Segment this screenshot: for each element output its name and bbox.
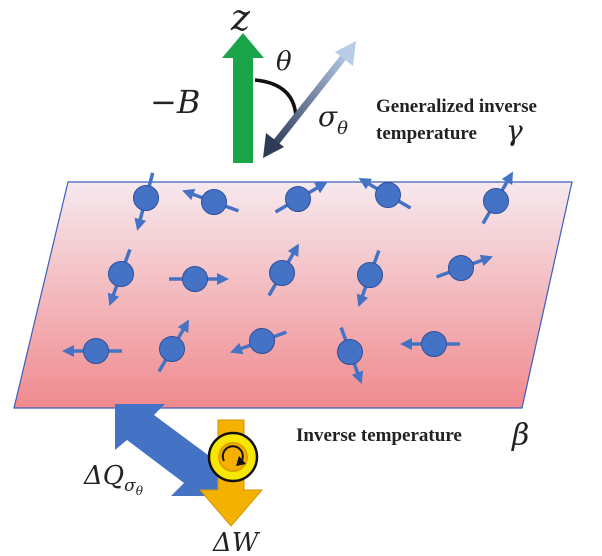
spin: [358, 178, 412, 210]
spin-lattice: [62, 171, 513, 384]
heat-exchange-arrow: [115, 404, 222, 496]
heat-sub: σ: [124, 476, 136, 496]
spin: [356, 249, 383, 307]
sigma-main: σ: [318, 100, 338, 133]
field-label: −B: [150, 83, 200, 121]
theta-arc: [254, 78, 298, 121]
spin: [481, 171, 513, 225]
beta-label: β: [511, 418, 529, 453]
spin: [107, 248, 134, 306]
spin: [230, 328, 288, 355]
generalized-inverse-temperature-line1: Generalized inverse: [376, 96, 537, 117]
gamma-label: γ: [506, 114, 523, 147]
inverse-temperature-label: Inverse temperature: [296, 425, 462, 446]
field-arrow: [222, 33, 264, 163]
generalized-inverse-temperature-line2: temperature: [376, 123, 477, 144]
heat-main: ΔQ: [83, 461, 124, 491]
spin: [435, 254, 493, 281]
spin: [62, 338, 122, 364]
spin: [400, 331, 460, 357]
heat-label: ΔQσθ: [83, 461, 144, 498]
z-axis-label: z: [230, 0, 251, 39]
spin: [169, 266, 229, 292]
theta-label: θ: [276, 47, 292, 77]
sigma-sub: θ: [337, 118, 348, 139]
spin: [182, 188, 240, 215]
heat-subsub: θ: [136, 484, 144, 498]
sigma-label: σθ: [318, 100, 348, 139]
spin: [157, 319, 189, 373]
work-label: ΔW: [212, 528, 261, 556]
engine-icon: [207, 431, 259, 483]
spin: [267, 243, 299, 297]
sigma-theta-arrow: [263, 41, 356, 158]
spin: [274, 182, 328, 214]
spin: [337, 326, 364, 384]
spin: [133, 172, 159, 231]
